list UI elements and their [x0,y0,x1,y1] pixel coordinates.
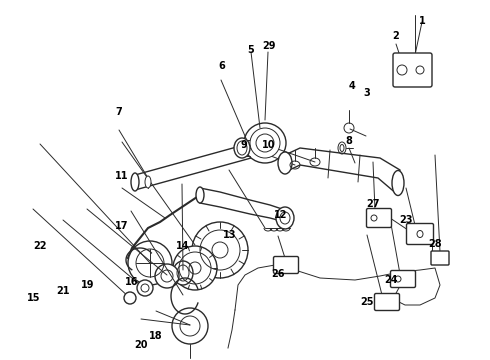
Text: 20: 20 [134,340,148,350]
FancyBboxPatch shape [391,270,416,288]
Text: 13: 13 [222,230,236,240]
Text: 25: 25 [360,297,373,307]
FancyBboxPatch shape [393,53,432,87]
Text: 28: 28 [428,239,442,249]
Circle shape [128,241,172,285]
Text: 14: 14 [175,240,189,251]
Text: 24: 24 [384,275,398,285]
Text: 3: 3 [363,88,370,98]
Text: 18: 18 [149,330,163,341]
Text: 27: 27 [367,199,380,210]
FancyBboxPatch shape [374,293,399,310]
Text: 22: 22 [33,240,47,251]
Circle shape [172,308,208,344]
FancyBboxPatch shape [273,256,298,274]
Ellipse shape [196,187,204,203]
FancyBboxPatch shape [407,224,434,244]
Circle shape [155,264,179,288]
Circle shape [173,246,217,290]
Ellipse shape [234,138,250,158]
Text: 8: 8 [345,136,352,146]
FancyBboxPatch shape [431,251,449,265]
Text: 11: 11 [115,171,128,181]
Text: 23: 23 [399,215,413,225]
Ellipse shape [276,207,294,229]
Text: 29: 29 [262,41,275,51]
Text: 5: 5 [247,45,254,55]
Circle shape [137,280,153,296]
Ellipse shape [250,128,280,158]
Ellipse shape [145,176,151,188]
Ellipse shape [244,123,286,163]
Text: 19: 19 [80,280,94,290]
Text: 2: 2 [392,31,399,41]
Ellipse shape [131,173,139,191]
Text: 6: 6 [218,60,225,71]
Text: 10: 10 [262,140,275,150]
Text: 15: 15 [26,293,40,303]
Text: 1: 1 [419,16,426,26]
Text: 17: 17 [115,221,128,231]
Text: 4: 4 [348,81,355,91]
Ellipse shape [278,152,292,174]
FancyBboxPatch shape [367,208,392,228]
Ellipse shape [173,261,193,285]
Text: 21: 21 [56,286,70,296]
Text: 12: 12 [273,210,287,220]
Text: 26: 26 [271,269,285,279]
Text: 16: 16 [124,276,138,287]
Ellipse shape [392,171,404,195]
Text: 9: 9 [241,140,247,150]
Circle shape [124,292,136,304]
Circle shape [192,222,248,278]
Text: 7: 7 [115,107,122,117]
